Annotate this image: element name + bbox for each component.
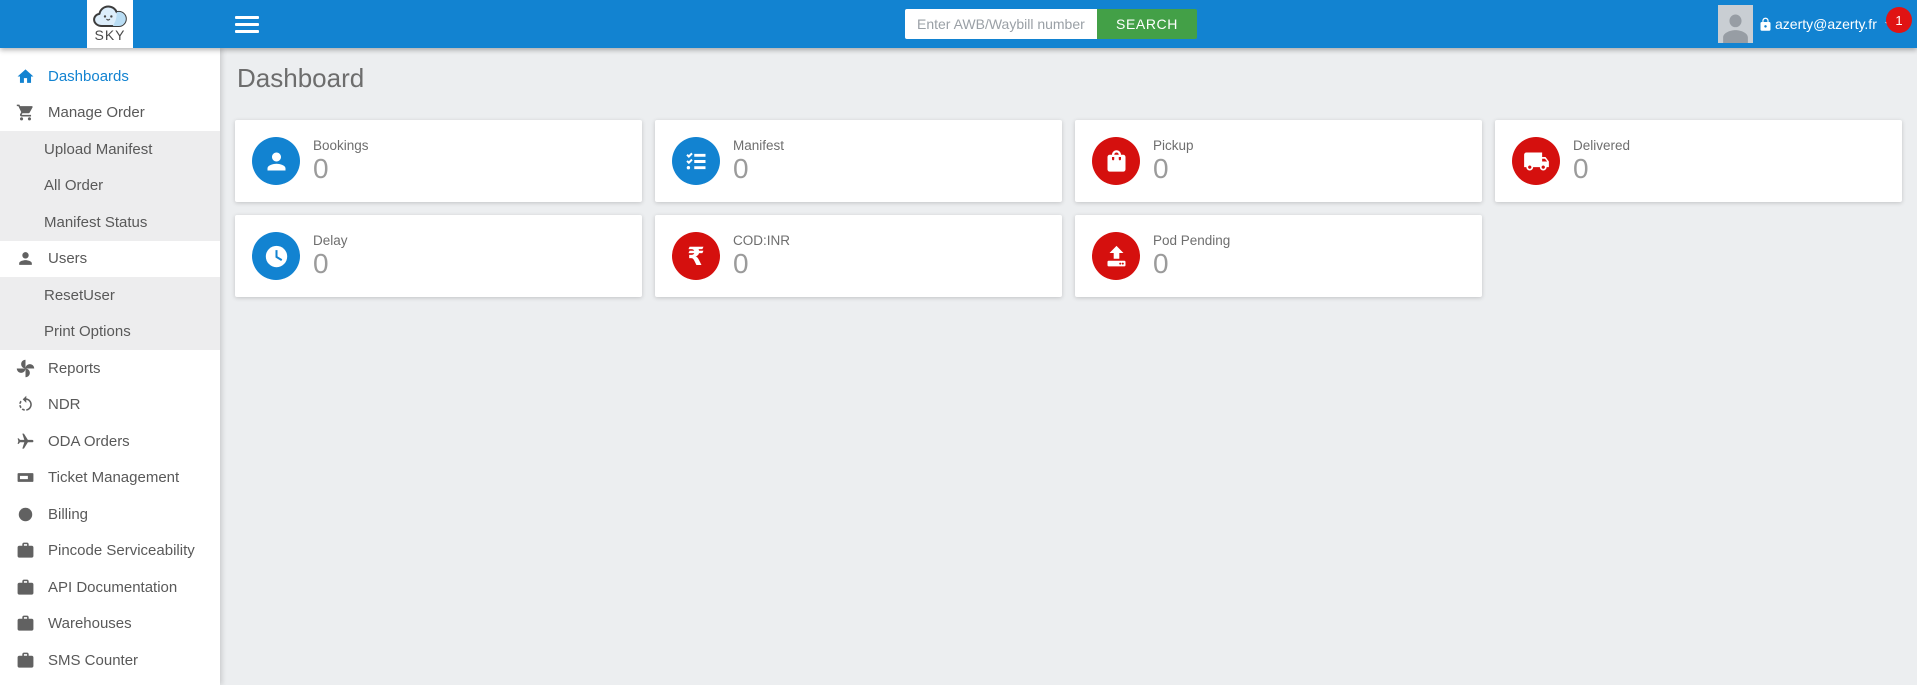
main-content: Dashboard Bookings 0	[220, 48, 1917, 685]
card-value: 0	[1573, 152, 1589, 184]
sidebar-item-label: Dashboards	[48, 67, 129, 85]
card-value: 0	[313, 247, 329, 279]
clock-icon	[252, 232, 300, 280]
sidebar-item-label: All Order	[44, 177, 104, 195]
sidebar-item-api-documentation[interactable]: API Documentation	[0, 569, 220, 606]
person-icon	[252, 137, 300, 185]
sidebar-item-label: Billing	[48, 505, 89, 523]
sidebar-item-resetuser[interactable]: ResetUser	[0, 277, 220, 314]
ticket-icon	[16, 468, 35, 487]
cart-icon	[16, 103, 35, 122]
card-label: Bookings	[313, 137, 369, 153]
sidebar-item-ticket-management[interactable]: Ticket Management	[0, 460, 220, 497]
sidebar-item-manage-order[interactable]: Manage Order	[0, 95, 220, 132]
card-pod-pending[interactable]: Pod Pending 0	[1075, 215, 1482, 297]
briefcase-icon	[16, 651, 35, 670]
checklist-icon	[672, 137, 720, 185]
briefcase-icon	[16, 541, 35, 560]
circle-icon	[16, 505, 35, 524]
sidebar-item-label: Ticket Management	[48, 469, 180, 487]
user-avatar[interactable]	[1718, 5, 1753, 43]
sidebar-item-all-order[interactable]: All Order	[0, 167, 220, 204]
sidebar: Dashboards Manage Order Upload Manifest …	[0, 48, 220, 685]
sidebar-item-label: Print Options	[44, 323, 131, 341]
user-email: azerty@azerty.fr	[1775, 16, 1877, 32]
card-label: COD:INR	[733, 232, 790, 248]
sidebar-item-label: Upload Manifest	[44, 140, 153, 158]
card-manifest[interactable]: Manifest 0	[655, 120, 1062, 202]
page-title: Dashboard	[237, 63, 365, 93]
sidebar-item-users[interactable]: Users	[0, 241, 220, 278]
card-cod-inr[interactable]: ₹ COD:INR 0	[655, 215, 1062, 297]
rotate-left-icon	[16, 395, 35, 414]
sidebar-item-sms-counter[interactable]: SMS Counter	[0, 642, 220, 679]
sidebar-item-label: ODA Orders	[48, 432, 130, 450]
card-label: Manifest	[733, 137, 785, 153]
card-label: Delay	[313, 232, 348, 248]
sidebar-item-oda-orders[interactable]: ODA Orders	[0, 423, 220, 460]
sidebar-item-label: Manifest Status	[44, 213, 148, 231]
home-icon	[16, 67, 35, 86]
card-value: 0	[1153, 152, 1169, 184]
card-value: 0	[733, 247, 749, 279]
sidebar-item-upload-manifest[interactable]: Upload Manifest	[0, 131, 220, 168]
notification-badge[interactable]: 1	[1886, 7, 1912, 33]
search-button[interactable]: SEARCH	[1097, 9, 1197, 39]
briefcase-icon	[16, 578, 35, 597]
pinwheel-icon	[16, 359, 35, 378]
sidebar-item-label: ResetUser	[44, 286, 115, 304]
rupee-icon: ₹	[672, 232, 720, 280]
sidebar-item-label: SMS Counter	[48, 651, 139, 669]
sidebar-item-reports[interactable]: Reports	[0, 350, 220, 387]
brand-name: SKY	[94, 27, 126, 43]
top-bar: SKY SEARCH azerty@azerty.fr 1	[0, 0, 1917, 48]
dashboard-cards: Bookings 0 Manifest 0	[235, 120, 1902, 297]
sidebar-item-pincode-serviceability[interactable]: Pincode Serviceability	[0, 533, 220, 570]
sidebar-item-label: Reports	[48, 359, 101, 377]
sidebar-item-warehouses[interactable]: Warehouses	[0, 606, 220, 643]
card-value: 0	[733, 152, 749, 184]
upload-icon	[1092, 232, 1140, 280]
person-silhouette-icon	[1723, 14, 1748, 43]
shopping-bag-icon	[1092, 137, 1140, 185]
menu-toggle-icon[interactable]	[235, 16, 259, 33]
person-icon	[16, 249, 35, 268]
sidebar-item-ndr[interactable]: NDR	[0, 387, 220, 424]
briefcase-icon	[16, 614, 35, 633]
awb-search-input[interactable]	[905, 9, 1097, 39]
card-label: Pod Pending	[1153, 232, 1231, 248]
card-value: 0	[313, 152, 329, 184]
cloud-logo-icon	[90, 2, 130, 30]
sidebar-item-label: Warehouses	[48, 615, 132, 633]
sidebar-item-label: Manage Order	[48, 104, 145, 122]
card-value: 0	[1153, 247, 1169, 279]
sidebar-item-dashboards[interactable]: Dashboards	[0, 58, 220, 95]
user-menu[interactable]: azerty@azerty.fr	[1758, 0, 1895, 48]
sidebar-item-billing[interactable]: Billing	[0, 496, 220, 533]
sidebar-item-label: NDR	[48, 396, 81, 414]
brand-logo[interactable]: SKY	[87, 0, 133, 48]
card-label: Pickup	[1153, 137, 1194, 153]
card-delay[interactable]: Delay 0	[235, 215, 642, 297]
airplane-icon	[16, 432, 35, 451]
card-pickup[interactable]: Pickup 0	[1075, 120, 1482, 202]
sidebar-item-label: Users	[48, 250, 88, 268]
sidebar-item-label: API Documentation	[48, 578, 178, 596]
sidebar-item-print-options[interactable]: Print Options	[0, 313, 220, 350]
card-label: Delivered	[1573, 137, 1631, 153]
lock-icon	[1758, 17, 1773, 32]
truck-icon	[1512, 137, 1560, 185]
sidebar-item-label: Pincode Serviceability	[48, 542, 195, 560]
card-bookings[interactable]: Bookings 0	[235, 120, 642, 202]
card-delivered[interactable]: Delivered 0	[1495, 120, 1902, 202]
sidebar-item-manifest-status[interactable]: Manifest Status	[0, 204, 220, 241]
